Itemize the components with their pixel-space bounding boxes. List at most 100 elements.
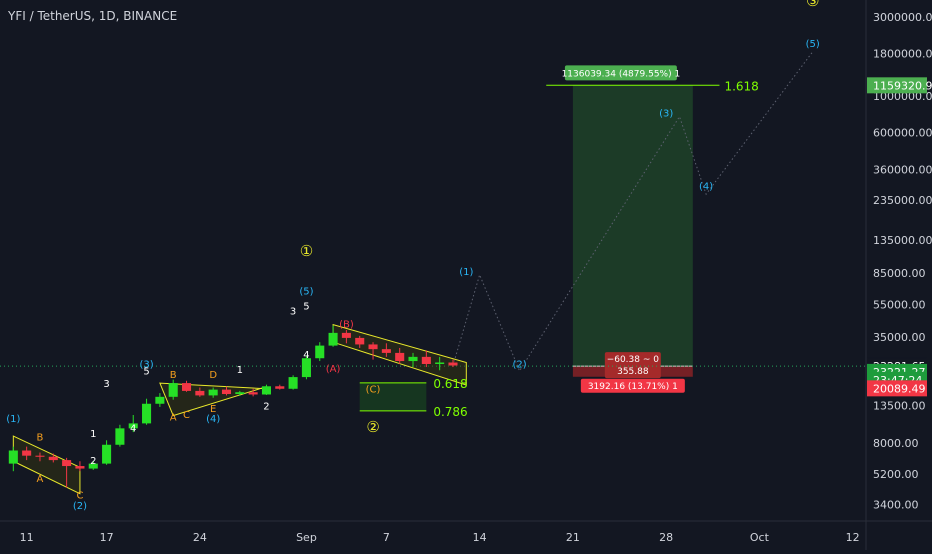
candle-body xyxy=(395,352,405,362)
wave-label: (3) xyxy=(139,359,153,370)
wave-label: 3 xyxy=(103,379,109,390)
position-center-text: 355.88 xyxy=(617,367,649,377)
wave-label: A xyxy=(170,413,177,424)
price-tick-label: 3400.00 xyxy=(873,498,919,511)
wave-label: (4) xyxy=(699,182,713,193)
time-tick-label: Oct xyxy=(750,531,770,544)
wave-label: ① xyxy=(300,242,313,260)
wave-label: 5 xyxy=(143,367,149,378)
position-stop-label-bg xyxy=(580,378,685,393)
candle-body xyxy=(181,383,192,391)
fib-level-label: 0.786 xyxy=(433,405,467,419)
price-tick-label: 1800000.00 xyxy=(873,48,932,61)
wave-label: (C) xyxy=(366,385,381,396)
wave-label: (2) xyxy=(513,360,527,371)
candle-body xyxy=(235,392,245,395)
symbol-title: YFI / TetherUS, 1D, BINANCE xyxy=(8,9,178,23)
price-tags: 1159320.9923281.6523221.2723:47:2420089.… xyxy=(866,77,932,397)
candle-body xyxy=(408,356,418,362)
position-target-label: 1136039.34 (4879.55%) 1 xyxy=(562,65,681,81)
position-target-label-bg xyxy=(564,65,677,81)
wave-label: (3) xyxy=(659,109,673,120)
candle-body xyxy=(22,450,32,456)
price-tick-label: 5200.00 xyxy=(873,468,919,481)
position-target-text: 1136039.34 (4879.55%) 1 xyxy=(562,69,681,79)
candle-body xyxy=(88,463,98,469)
price-tag-text: 20089.49 xyxy=(873,382,926,395)
wave-label: (5) xyxy=(806,39,820,50)
wave-label: 3 xyxy=(290,306,296,317)
candle-body xyxy=(75,466,85,469)
candle-body xyxy=(102,444,112,464)
price-tick-label: 55000.00 xyxy=(873,298,926,311)
time-tick-label: 17 xyxy=(100,531,114,544)
position-center-label-bg xyxy=(604,352,661,379)
wave-label: 2 xyxy=(90,456,96,467)
candle-body xyxy=(275,386,285,389)
candle-body xyxy=(208,389,218,396)
time-axis: 11 17 24 Sep 7 14 21 28 Oct 12 xyxy=(20,531,860,544)
wave-label: 4 xyxy=(303,350,309,361)
candle-body xyxy=(368,344,378,350)
price-tick-label: 8000.00 xyxy=(873,437,919,450)
price-tag-text: 1159320.99 xyxy=(873,79,932,92)
wave-label: (5) xyxy=(299,287,313,298)
price-tag-bg xyxy=(867,380,927,397)
price-tag-stop: 20089.49 xyxy=(867,380,927,397)
fib-level-label: 0.618 xyxy=(433,377,467,391)
wave-label: E xyxy=(210,404,216,415)
position-stop-text: 3192.16 (13.71%) 1 xyxy=(588,382,678,392)
wave-label: 5 xyxy=(303,302,309,313)
fib-zone xyxy=(359,382,427,411)
wave-label: 1 xyxy=(90,429,96,440)
price-tick-label: 135000.00 xyxy=(873,234,932,247)
candles xyxy=(8,325,458,488)
wave-label: 1 xyxy=(237,365,243,376)
time-tick-label: 24 xyxy=(193,531,207,544)
price-tag-bg xyxy=(867,77,927,94)
position-stop-label: 3192.16 (13.71%) 1 xyxy=(580,378,685,393)
wave-label: 4 xyxy=(130,423,136,434)
wave-label: ③ xyxy=(806,0,819,10)
candle-body xyxy=(155,396,165,404)
time-tick-label: 14 xyxy=(473,531,487,544)
candle-body xyxy=(168,383,178,397)
candle-body xyxy=(221,389,232,395)
wave-label: (2) xyxy=(73,501,87,512)
wave-label: (1) xyxy=(459,267,473,278)
wave-label: (A) xyxy=(326,364,341,375)
candle-body xyxy=(115,428,125,445)
candle-body xyxy=(195,390,205,396)
candle-body xyxy=(35,455,45,457)
candle-body xyxy=(448,362,458,366)
candle-body xyxy=(421,356,431,364)
time-tick-label: 28 xyxy=(659,531,673,544)
wave-label: (4) xyxy=(206,414,220,425)
candle-body xyxy=(341,332,351,338)
price-tick-label: 13500.00 xyxy=(873,399,926,412)
time-tick-label: 7 xyxy=(383,531,390,544)
wave-label: D xyxy=(209,370,217,381)
price-tag-target: 1159320.99 xyxy=(867,77,932,94)
wave-label: (B) xyxy=(339,319,354,330)
candle-body xyxy=(315,345,325,359)
candle-body xyxy=(142,403,152,424)
price-tick-label: 360000.00 xyxy=(873,163,932,176)
candle-body xyxy=(355,337,365,345)
time-tick-label: 21 xyxy=(566,531,580,544)
candle-body xyxy=(62,460,72,467)
wave-label: ② xyxy=(366,418,379,436)
time-tick-label: Sep xyxy=(296,531,317,544)
candle-body xyxy=(288,377,298,389)
time-tick-label: 11 xyxy=(20,531,34,544)
candle-body xyxy=(48,456,58,461)
wave-label: 2 xyxy=(263,402,269,413)
price-tick-label: 85000.00 xyxy=(873,267,926,280)
candle-body xyxy=(301,358,311,378)
fib-level-label: 1.618 xyxy=(724,79,758,93)
wave-label: A xyxy=(37,474,44,485)
position-center-text: −60.38 ~ 0 xyxy=(607,355,660,365)
